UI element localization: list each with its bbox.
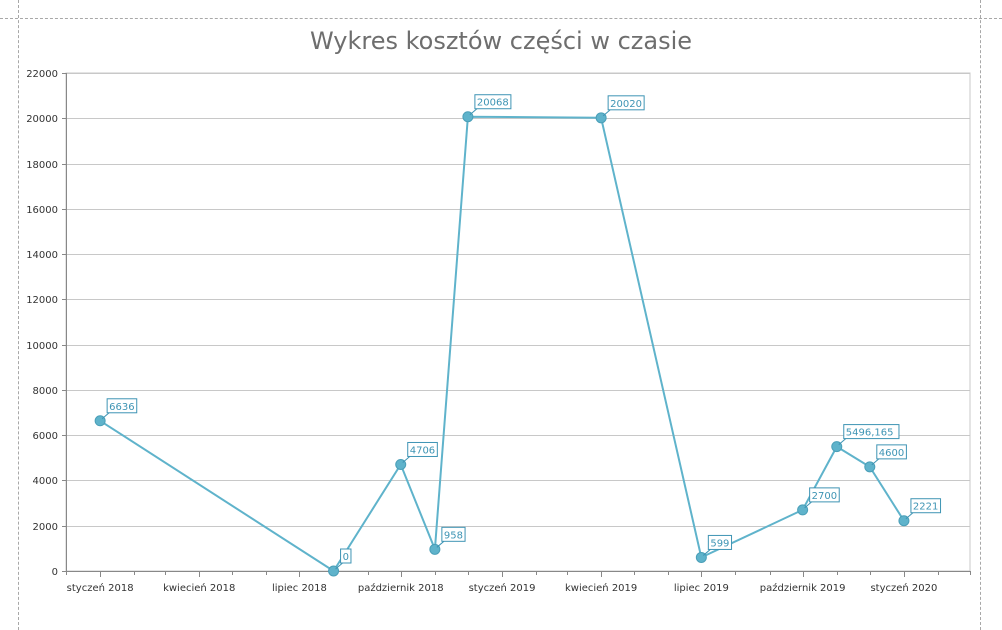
- data-label-leader: [871, 458, 880, 466]
- y-tick-label: 20000: [26, 114, 58, 125]
- y-tick-label: 0: [52, 567, 58, 578]
- data-label: 4706: [410, 445, 435, 456]
- x-tick-label: styczeń 2018: [67, 582, 134, 594]
- data-label-box: [474, 94, 512, 110]
- data-label-box: [707, 534, 733, 550]
- y-tick-label: 6000: [33, 431, 58, 442]
- data-label-leader: [602, 109, 611, 117]
- data-label: 2221: [913, 502, 938, 513]
- y-tick-label: 2000: [33, 522, 58, 533]
- y-tick-label: 22000: [26, 69, 58, 80]
- data-label-box: [607, 95, 645, 111]
- data-label-leader: [436, 540, 445, 548]
- top-guide-line: [0, 18, 1002, 19]
- right-guide-line: [980, 0, 981, 630]
- top-right-guide-tick: [980, 0, 981, 18]
- left-guide-line: [18, 0, 19, 630]
- data-label-box: [876, 444, 907, 460]
- data-label-box: [843, 424, 900, 440]
- data-label-leader: [838, 438, 847, 445]
- data-label: 20068: [477, 98, 509, 109]
- data-label-leader: [402, 456, 411, 463]
- y-tick-label: 4000: [33, 476, 58, 487]
- data-label: 958: [444, 530, 463, 541]
- data-label-box: [106, 398, 138, 414]
- x-tick-label: kwiecień 2018: [163, 582, 235, 594]
- data-label-box: [910, 498, 942, 514]
- x-tick-label: kwiecień 2019: [565, 582, 637, 594]
- series-line: [99, 115, 905, 572]
- y-tick-label: 12000: [26, 295, 58, 306]
- y-tick-label: 10000: [26, 341, 58, 352]
- y-tick-label: 8000: [33, 386, 58, 397]
- data-label-leader: [469, 108, 478, 116]
- data-label: 4600: [879, 448, 904, 459]
- data-label-leader: [905, 512, 914, 520]
- data-label-box: [340, 548, 352, 564]
- data-label-leader: [335, 562, 343, 570]
- data-label: 6636: [109, 402, 134, 413]
- y-tick-label: 18000: [26, 160, 58, 171]
- data-label: 2700: [812, 491, 837, 502]
- data-label-box: [407, 441, 438, 457]
- data-label: 599: [710, 538, 729, 549]
- y-tick-label: 14000: [26, 250, 58, 261]
- x-tick-label: lipiec 2018: [272, 583, 327, 594]
- data-label-box: [809, 487, 840, 503]
- x-tick-label: lipiec 2019: [674, 583, 729, 594]
- y-tick-label: 16000: [26, 205, 58, 216]
- data-label: 20020: [610, 99, 642, 110]
- data-label-leader: [703, 549, 711, 556]
- x-tick-label: październik 2018: [358, 582, 444, 594]
- data-label-leader: [101, 412, 110, 420]
- data-label: 0: [343, 552, 349, 563]
- data-label-box: [441, 526, 466, 542]
- data-label: 5496,165: [846, 428, 894, 439]
- x-tick-label: styczeń 2019: [469, 582, 536, 594]
- x-tick-label: styczeń 2020: [870, 582, 937, 594]
- x-tick-label: październik 2019: [760, 582, 846, 594]
- chart-title: Wykres kosztów części w czasie: [309, 27, 693, 55]
- data-label-leader: [804, 501, 812, 509]
